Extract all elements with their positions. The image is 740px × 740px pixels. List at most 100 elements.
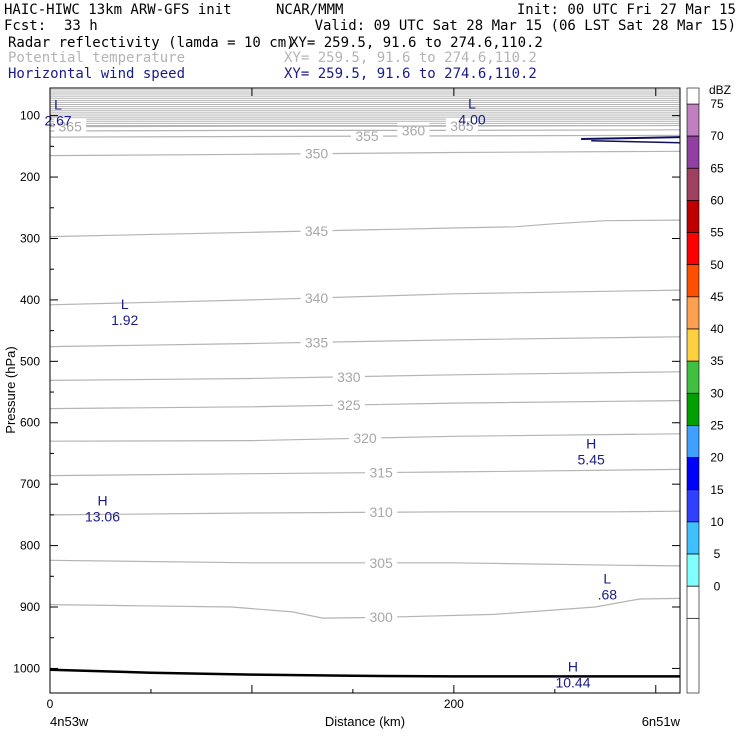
dbz-swatch-70 (686, 135, 700, 169)
fcst-label: Fcst: (4, 18, 46, 34)
axes: 100 200 300 400 500 600 700 800 900 1000 0 200 (13, 87, 681, 711)
theta-contour-360 (49, 129, 681, 132)
contour-label-bg (365, 464, 398, 481)
theta-contour-345 (49, 219, 681, 238)
y-tick-label: 700 (20, 477, 40, 491)
theta-label-305: 305 (369, 555, 393, 571)
theta-contour-325 (49, 400, 681, 410)
y-tick-label: 1000 (13, 661, 40, 675)
field-name-reflectivity: Radar reflectivity (lamda = 10 cm) (8, 35, 295, 51)
dbz-swatch-10 (686, 521, 700, 555)
contour-label-bg (54, 118, 87, 135)
contour-label-bg (332, 368, 365, 385)
y-tick-label: 800 (20, 539, 40, 553)
dbz-swatch-75 (686, 103, 700, 137)
theta-label-315: 315 (369, 465, 393, 481)
dbz-swatch-30 (686, 393, 700, 426)
theta-label-335: 335 (305, 334, 329, 350)
valid-time: Valid: 09 UTC Sat 28 Mar 15 (06 LST Sat … (315, 18, 736, 34)
contour-label-bg (349, 430, 381, 447)
theta-label-300: 300 (369, 609, 393, 625)
dbz-level-label: 0 (714, 579, 721, 593)
terrain-surface-line (49, 668, 680, 678)
wind-extremum-value: 1.92 (111, 312, 138, 328)
model-title: HAIC-HIWC 13km ARW-GFS init (4, 2, 232, 18)
wind-extremum-value: 5.45 (578, 452, 605, 468)
theta-label-350: 350 (305, 146, 329, 162)
field-xy-wind: XY= 259.5, 91.6 to 274.6,110.2 (284, 66, 537, 82)
wind-extremum-low-marker: L (54, 96, 62, 112)
dbz-level-label: 45 (710, 290, 724, 304)
dbz-level-label: 10 (710, 515, 724, 529)
dbz-level-label: 25 (710, 419, 724, 433)
wind-extremum-high-marker: H (586, 436, 596, 452)
dbz-swatch-5 (686, 553, 700, 587)
dbz-level-label: 50 (710, 258, 724, 272)
theta-label-325: 325 (337, 397, 361, 413)
theta-contour-365 (49, 124, 681, 128)
dbz-swatch-40 (686, 328, 700, 362)
theta-contour-350 (49, 150, 681, 157)
init-time: Init: 00 UTC Fri 27 Mar 15 (517, 2, 736, 18)
dbz-level-label: 40 (710, 322, 724, 336)
dbz-swatch-15 (686, 489, 700, 523)
y-tick-label: 900 (20, 600, 40, 614)
theta-contour-335 (49, 336, 681, 348)
dbz-level-label: 30 (710, 386, 724, 400)
contour-label-bg (365, 554, 398, 571)
dbz-level-label: 55 (710, 226, 724, 240)
theta-contour-340 (49, 289, 681, 306)
theta-label-360: 360 (402, 122, 426, 138)
theta-label-345: 345 (305, 223, 329, 239)
contour-label-bg (365, 504, 398, 521)
x-tick-label: 200 (444, 697, 464, 711)
wind-extremum-value: 2.67 (44, 112, 71, 128)
x-right-endpoint: 6n51w (642, 714, 681, 729)
theta-contour-315 (49, 468, 681, 477)
dbz-level-label: 20 (710, 451, 724, 465)
field-name-wind: Horizontal wind speed (8, 66, 185, 82)
dbz-level-label: 15 (710, 483, 724, 497)
dbz-swatch-25 (686, 425, 700, 458)
theta-label-365: 365 (450, 118, 474, 134)
dbz-level-label: 60 (710, 193, 724, 207)
fcst-value: 33 h (64, 18, 98, 34)
y-tick-label: 400 (20, 293, 40, 307)
wind-extremum-value: 13.06 (85, 509, 120, 525)
contour-label-bg (300, 222, 333, 239)
x-axis-label: Distance (km) (325, 714, 405, 729)
org-label: NCAR/MMM (276, 2, 343, 18)
dbz-swatch-65 (686, 168, 700, 201)
x-tick-label: 0 (47, 697, 54, 711)
dbz-swatch-35 (686, 360, 700, 394)
dbz-level-label: 65 (710, 161, 724, 175)
field-name-theta: Potential temperature (8, 50, 185, 66)
dbz-swatch-0 (686, 585, 700, 619)
dbz-swatch-top (686, 87, 700, 105)
theta-label-320: 320 (353, 430, 377, 446)
theta-label-330: 330 (337, 369, 361, 385)
y-tick-label: 500 (20, 354, 40, 368)
dbz-swatch-bottom (686, 618, 700, 694)
theta-label-310: 310 (369, 504, 393, 520)
dbz-swatch-60 (686, 200, 700, 233)
wind-extremum-low-marker: L (121, 296, 129, 312)
dbz-swatch-45 (686, 296, 700, 330)
dbz-level-label: 35 (710, 354, 724, 368)
y-tick-label: 300 (20, 231, 40, 245)
wind-extremum-value: 10.44 (555, 675, 590, 691)
wind-extremum-low-marker: L (468, 95, 476, 111)
y-axis-label: Pressure (hPa) (3, 346, 18, 433)
dbz-swatch-20 (686, 457, 700, 490)
wind-speed-contour (591, 140, 681, 144)
theta-label-355: 355 (355, 128, 379, 144)
y-tick-label: 600 (20, 416, 40, 430)
y-tick-label: 100 (20, 109, 40, 123)
wind-extremum-high-marker: H (97, 493, 107, 509)
theta-label-340: 340 (305, 290, 329, 306)
dbz-swatch-55 (686, 232, 700, 265)
theta-contour-310 (49, 510, 681, 516)
